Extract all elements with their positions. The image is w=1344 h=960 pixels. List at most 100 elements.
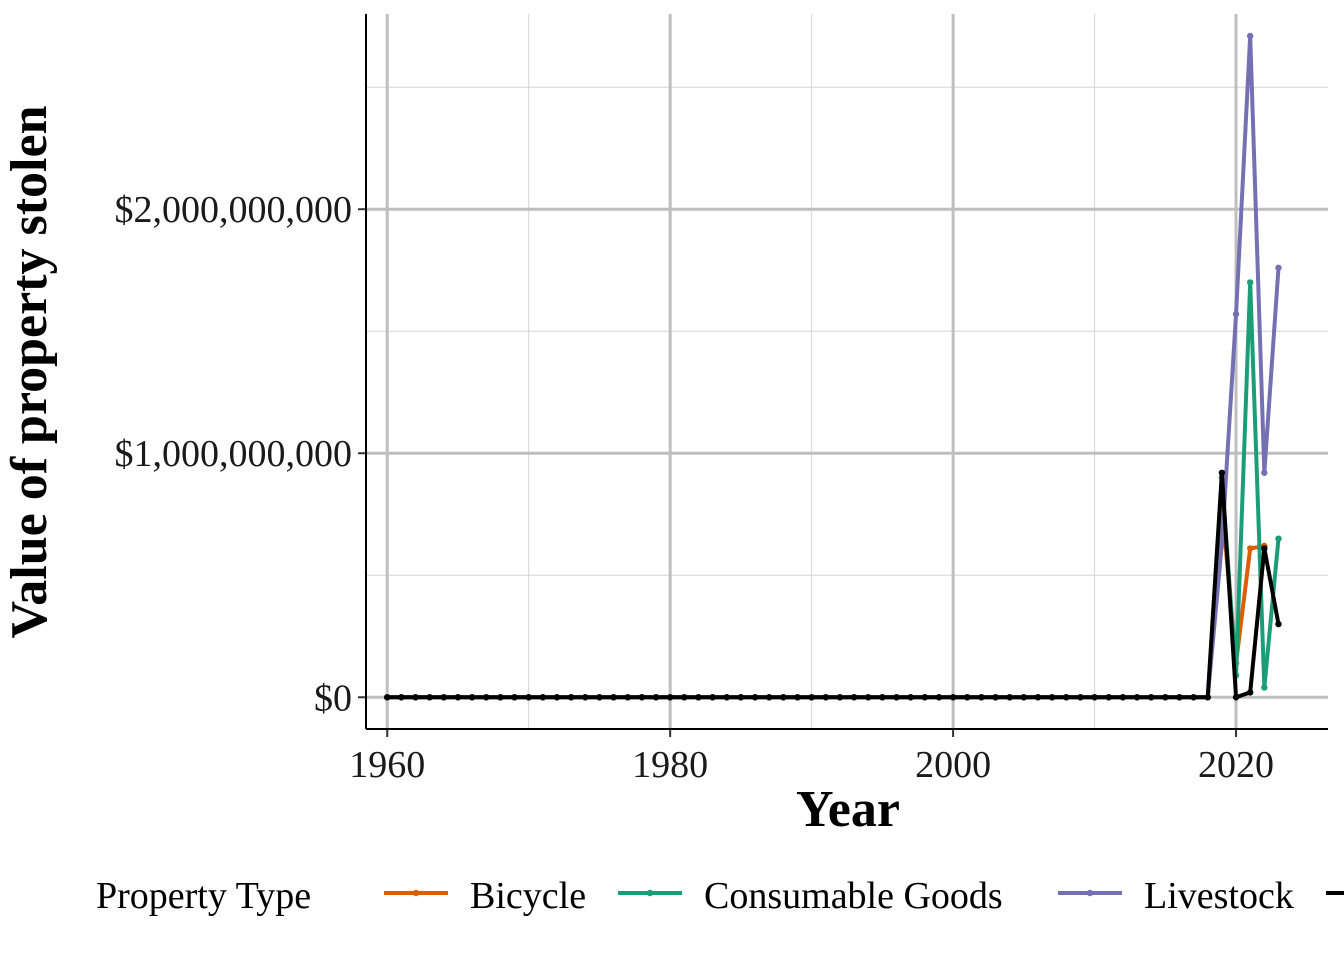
data-point: [1275, 535, 1282, 542]
data-point: [1176, 694, 1183, 701]
data-point: [794, 694, 801, 701]
data-point: [822, 694, 829, 701]
series-line: [385, 280, 1281, 700]
y-tick-label: $1,000,000,000: [115, 433, 353, 475]
minor-gridlines: [366, 14, 1328, 729]
data-point: [850, 694, 858, 701]
series-unlabeled: [384, 469, 1282, 701]
y-tick-label: $0: [314, 677, 352, 719]
data-point: [921, 694, 929, 701]
data-point: [624, 694, 631, 701]
data-point: [497, 694, 504, 701]
data-point: [935, 694, 943, 701]
data-point: [1006, 694, 1013, 701]
x-tick-label: 1960: [349, 744, 425, 786]
data-point: [681, 694, 688, 701]
data-point: [865, 694, 872, 701]
data-point: [610, 694, 617, 701]
series-layer: [384, 32, 1282, 701]
legend-item: Consumable Goods: [618, 875, 1003, 917]
data-point: [539, 694, 547, 701]
major-gridlines: [366, 14, 1328, 729]
data-point: [964, 694, 971, 701]
data-point: [1232, 310, 1240, 318]
data-point: [440, 694, 448, 701]
series-line: [385, 502, 1267, 700]
series-bicycle: [384, 501, 1268, 701]
x-tick-label: 2020: [1198, 744, 1274, 786]
data-point: [1133, 694, 1141, 701]
x-axis-title: Year: [796, 781, 900, 838]
data-point: [879, 694, 886, 701]
y-axis-title: Value of property stolen: [1, 105, 58, 638]
legend: Property Type Bicycle Consumable Goods Liv…: [96, 875, 1344, 917]
data-point: [1232, 694, 1240, 701]
data-point: [780, 694, 787, 701]
legend-item: [1326, 891, 1344, 895]
data-point: [483, 694, 490, 701]
data-point: [992, 694, 999, 701]
series-line: [385, 33, 1281, 700]
data-point: [384, 694, 391, 701]
x-tick-label: 2000: [915, 744, 991, 786]
data-point: [723, 694, 730, 701]
series-consumable-goods: [384, 279, 1282, 701]
data-point: [1063, 694, 1070, 701]
data-point: [1204, 694, 1211, 701]
data-point: [737, 694, 745, 701]
data-point: [1246, 689, 1254, 696]
data-point: [949, 694, 957, 701]
data-point: [1091, 694, 1098, 701]
axes: [358, 14, 1328, 737]
legend-key-point: [646, 889, 654, 897]
data-point: [1034, 694, 1042, 701]
y-tick-labels: $0 $1,000,000,000 $2,000,000,000: [115, 189, 353, 719]
data-point: [978, 694, 985, 701]
data-point: [638, 694, 646, 701]
data-point: [1261, 545, 1268, 552]
data-point: [1261, 684, 1268, 691]
data-point: [907, 694, 914, 701]
x-tick-labels: 1960 1980 2000 2020: [349, 744, 1274, 786]
data-point: [1147, 694, 1155, 701]
x-tick-label: 1980: [632, 744, 708, 786]
data-point: [1077, 694, 1084, 701]
data-point: [567, 694, 575, 701]
data-point: [468, 694, 476, 701]
y-tick-label: $2,000,000,000: [115, 189, 353, 231]
data-point: [398, 694, 405, 701]
data-point: [1119, 694, 1127, 701]
legend-item: Livestock: [1058, 875, 1294, 917]
data-point: [652, 694, 660, 701]
data-point: [1246, 279, 1254, 286]
data-point: [1275, 620, 1282, 628]
data-point: [553, 694, 561, 701]
data-point: [1162, 694, 1169, 701]
legend-label: Livestock: [1144, 875, 1294, 917]
data-point: [1218, 469, 1226, 476]
data-point: [1190, 694, 1197, 701]
data-point: [1048, 694, 1056, 701]
data-point: [454, 694, 462, 701]
legend-label: Bicycle: [470, 875, 586, 917]
data-point: [412, 694, 419, 701]
legend-items: Bicycle Consumable Goods Livestock: [384, 875, 1344, 917]
data-point: [695, 694, 702, 701]
data-point: [511, 694, 518, 701]
data-point: [666, 694, 674, 701]
data-point: [751, 694, 759, 701]
series-line: [385, 470, 1281, 700]
data-point: [525, 694, 532, 701]
data-point: [893, 694, 900, 701]
data-point: [808, 694, 815, 701]
data-point: [1246, 545, 1254, 552]
data-point: [709, 694, 716, 701]
legend-key-point: [412, 889, 420, 897]
series-livestock: [384, 32, 1282, 701]
data-point: [1275, 264, 1282, 271]
legend-key-point: [1086, 889, 1094, 897]
data-point: [596, 694, 603, 701]
legend-title: Property Type: [96, 875, 311, 917]
legend-item: Bicycle: [384, 875, 586, 917]
